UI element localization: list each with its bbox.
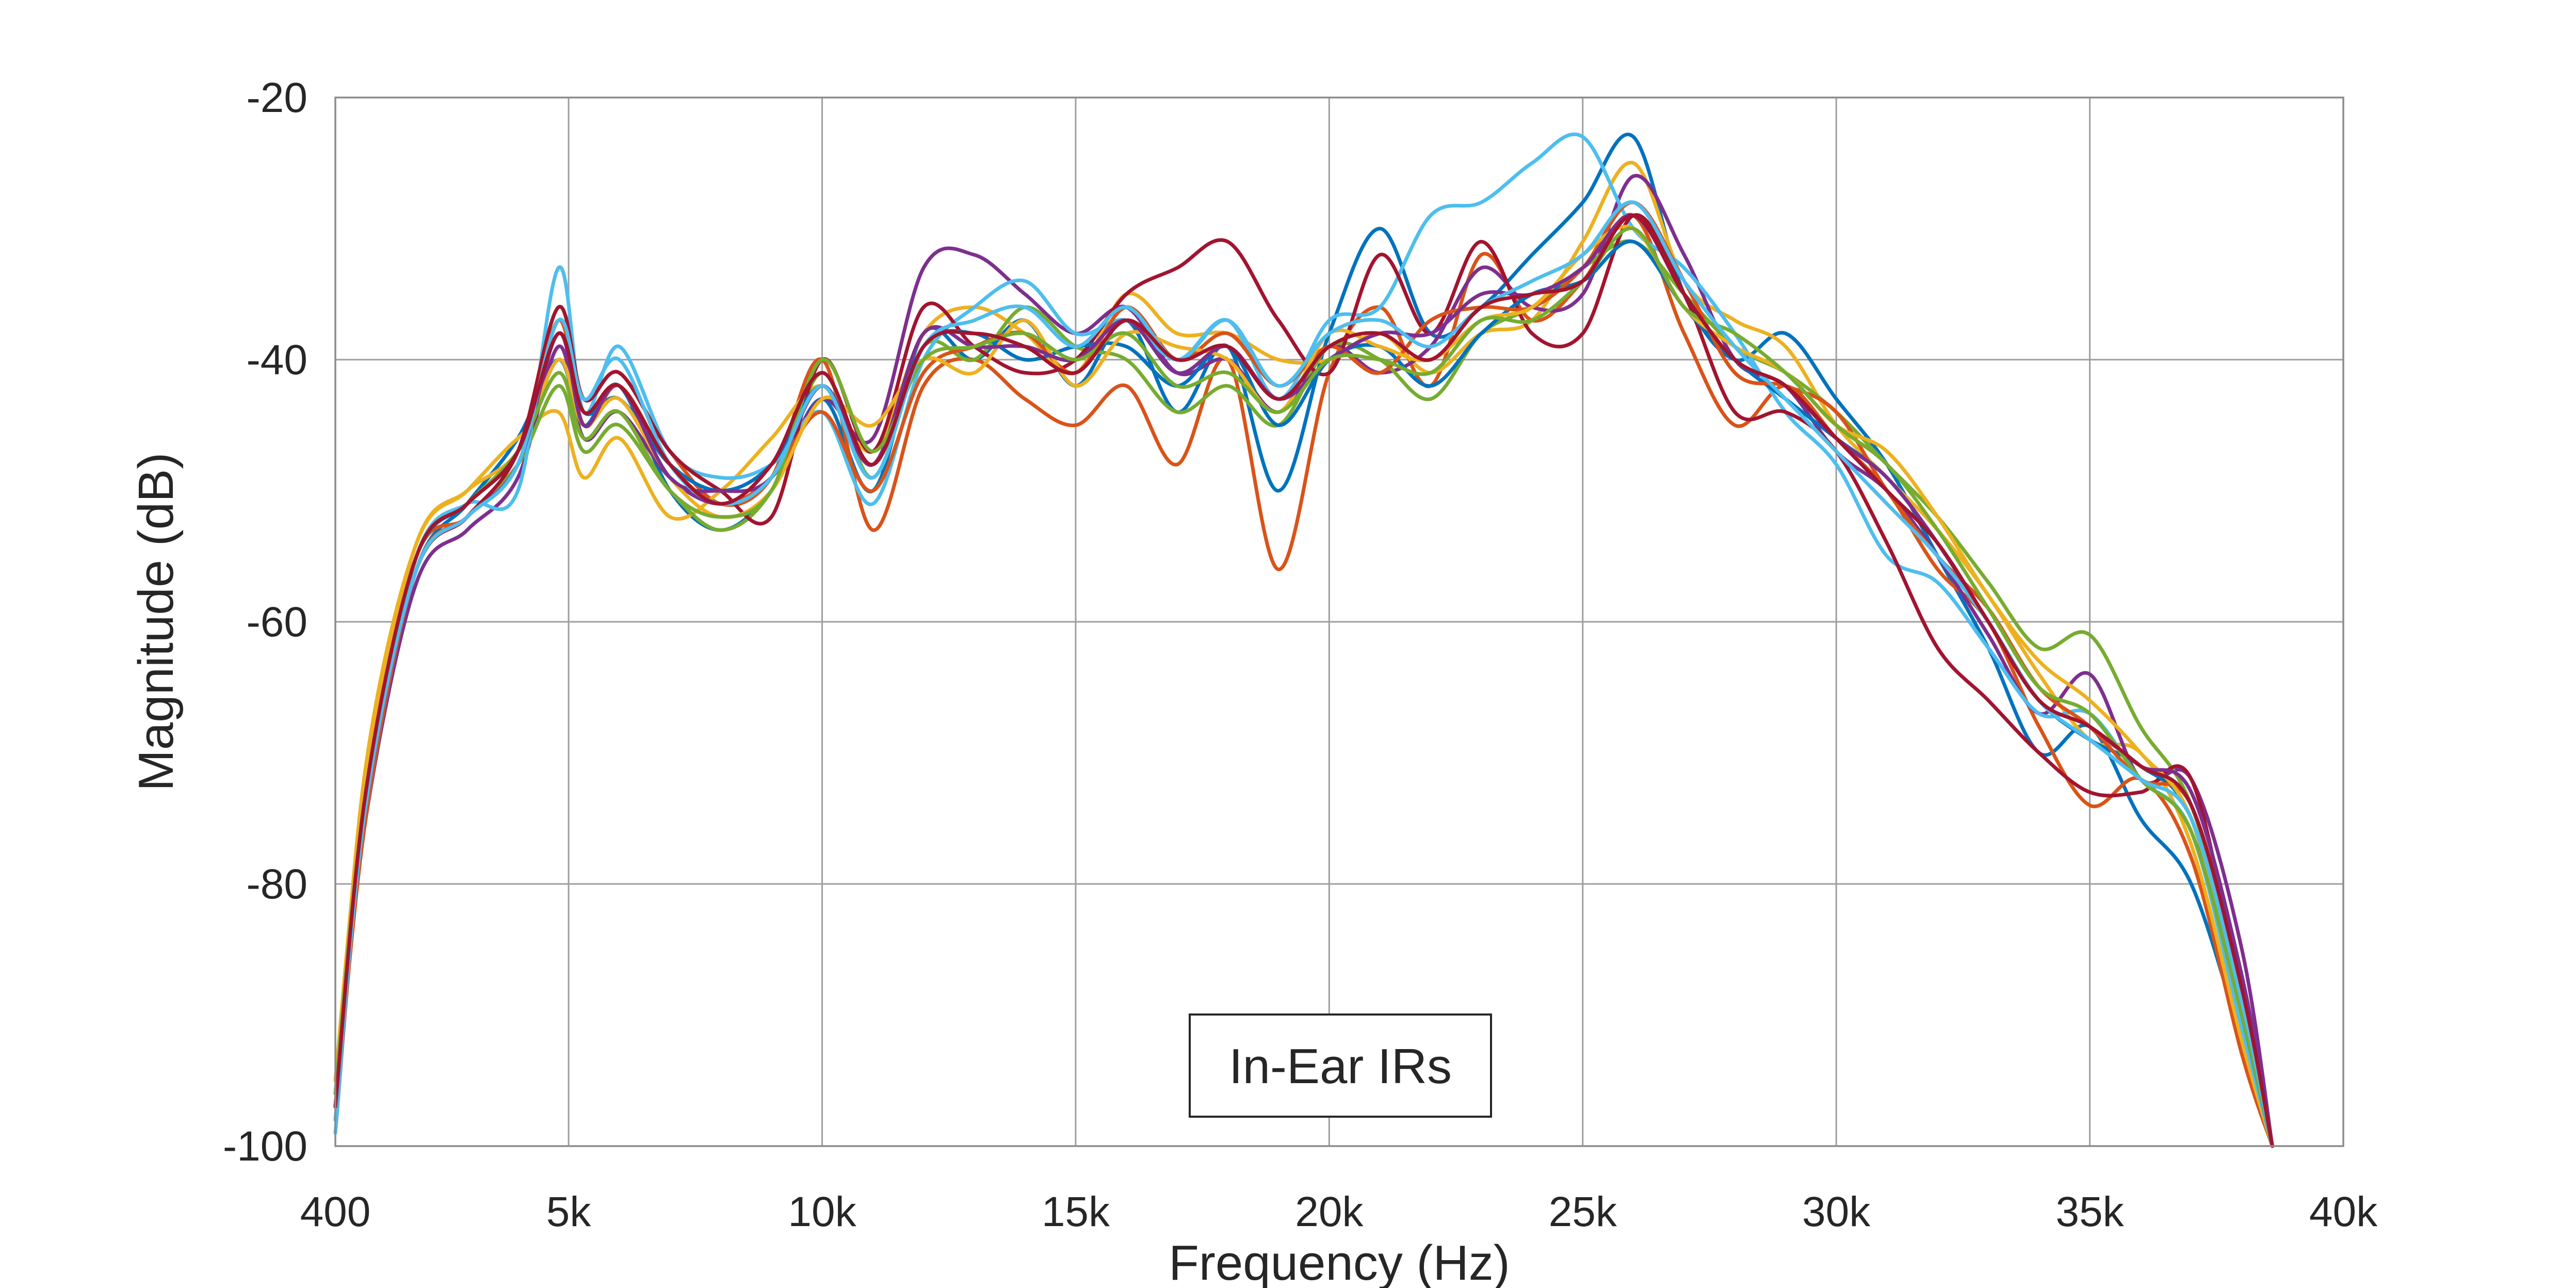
y-tick-labels: -20 -40 -60 -80 -100: [223, 74, 307, 1170]
x-tick-label: 10k: [788, 1188, 856, 1235]
y-tick-label: -60: [246, 599, 307, 646]
x-tick-label: 400: [300, 1188, 371, 1235]
series-line-5: [333, 239, 2274, 1148]
x-tick-label: 30k: [1802, 1188, 1871, 1235]
y-tick-label: -20: [246, 74, 307, 121]
x-tick-label: 5k: [546, 1188, 592, 1235]
series-line-14: [333, 214, 2274, 1148]
y-tick-label: -100: [223, 1123, 307, 1170]
series-line-6: [333, 132, 2274, 1148]
x-axis-label: Frequency (Hz): [1169, 1235, 1510, 1288]
series-line-12: [333, 227, 2274, 1148]
x-tick-label: 15k: [1042, 1188, 1110, 1235]
legend: In-Ear IRs: [1189, 1013, 1492, 1118]
series-line-9: [333, 200, 2274, 1148]
x-tick-label: 35k: [2055, 1188, 2124, 1235]
x-tick-label: 40k: [2309, 1188, 2378, 1235]
grid: [335, 98, 2343, 1146]
legend-box: [1189, 1013, 1492, 1118]
x-tick-label: 25k: [1549, 1188, 1617, 1235]
series-group: [333, 132, 2274, 1148]
series-line-3: [333, 160, 2274, 1148]
series-line-4: [333, 173, 2274, 1148]
y-axis-label: Magnitude (dB): [128, 453, 184, 791]
x-tick-labels: 400 5k 10k 15k 20k 25k 30k 35k 40k: [300, 1188, 2378, 1235]
legend-text: In-Ear IRs: [1229, 1039, 1452, 1094]
series-line-10: [333, 224, 2274, 1148]
y-tick-label: -40: [246, 336, 307, 383]
series-line-13: [333, 200, 2274, 1148]
plot-frame: [334, 96, 2344, 1147]
y-tick-label: -80: [246, 861, 307, 908]
x-tick-label: 20k: [1295, 1188, 1364, 1235]
